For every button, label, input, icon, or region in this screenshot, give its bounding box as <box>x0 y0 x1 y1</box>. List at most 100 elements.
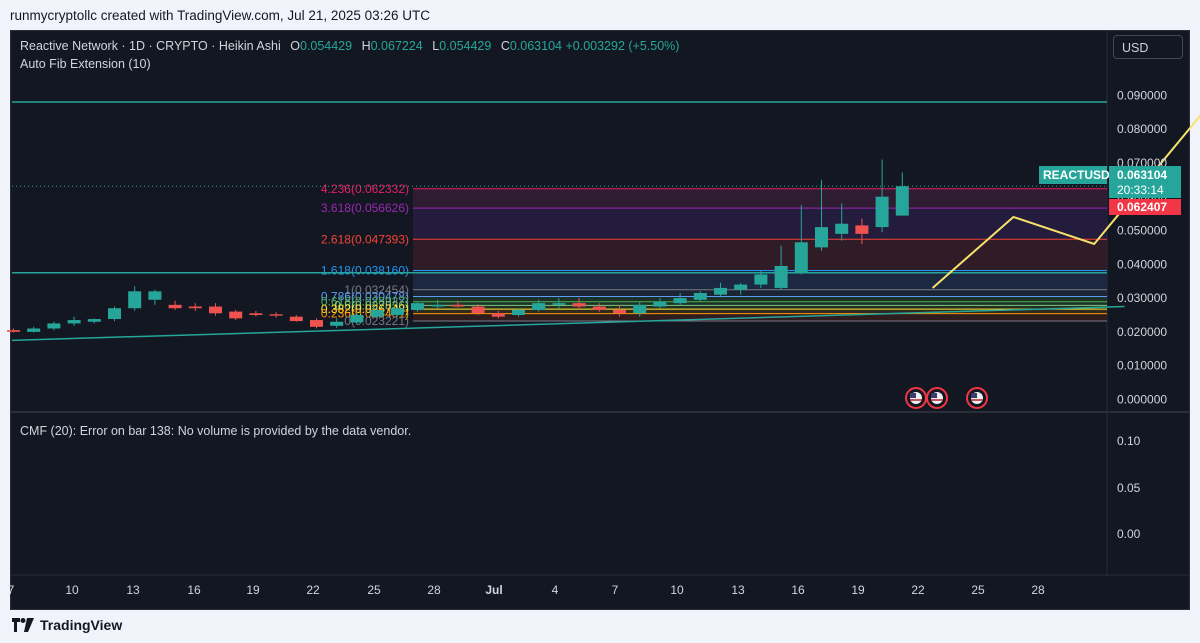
currency-button[interactable]: USD <box>1113 35 1183 59</box>
candle[interactable] <box>552 298 566 309</box>
us-event-flag-icon[interactable] <box>966 387 988 409</box>
fib-zone <box>413 309 1107 314</box>
candle-body <box>774 265 788 288</box>
candle[interactable] <box>613 304 626 317</box>
candle-body <box>451 304 465 307</box>
trend-line[interactable] <box>11 305 1125 342</box>
candle[interactable] <box>512 308 525 317</box>
fib-level-label: 3.618(0.056626) <box>321 201 409 215</box>
fib-level-label: 2.618(0.047393) <box>321 232 409 246</box>
y-tick-label: 0.010000 <box>1117 359 1167 373</box>
x-tick-label: 19 <box>246 583 260 597</box>
candle[interactable] <box>269 312 283 318</box>
symbol-tag-text: REACTUSD <box>1043 168 1110 182</box>
fib-level-label: 0.618(0.028927) <box>321 295 409 309</box>
candle[interactable] <box>754 271 768 288</box>
candle[interactable] <box>774 245 788 290</box>
last-price-bg <box>1109 166 1181 198</box>
candle[interactable] <box>67 316 81 326</box>
candle-body <box>390 308 404 315</box>
candle-body <box>148 291 162 300</box>
high-label: H <box>361 39 371 53</box>
indicator-legend[interactable]: Auto Fib Extension (10) <box>20 57 151 71</box>
cmf-tick-label: 0.00 <box>1117 527 1141 541</box>
candle[interactable] <box>714 282 727 298</box>
fib-zone <box>413 188 1107 209</box>
candle[interactable] <box>835 203 849 241</box>
candle[interactable] <box>673 293 687 306</box>
candle[interactable] <box>693 291 707 302</box>
candle[interactable] <box>855 218 869 244</box>
fib-level-label: 0.786(0.030478) <box>321 289 409 303</box>
candle-body <box>895 186 909 216</box>
y-tick-label: 0.030000 <box>1117 291 1167 305</box>
candle[interactable] <box>188 303 202 311</box>
candle[interactable] <box>47 321 61 331</box>
candle-body <box>370 309 384 317</box>
candle[interactable] <box>532 299 546 312</box>
candle[interactable] <box>451 300 465 308</box>
candle[interactable] <box>350 313 364 325</box>
candle[interactable] <box>27 326 41 333</box>
x-tick-label: 25 <box>971 583 985 597</box>
candle[interactable] <box>572 298 586 310</box>
candle[interactable] <box>491 310 505 319</box>
candle-body <box>491 313 505 317</box>
us-event-flag-icon[interactable] <box>905 387 927 409</box>
candle[interactable] <box>734 282 748 295</box>
candle[interactable] <box>431 299 445 309</box>
candle[interactable] <box>128 286 142 311</box>
last-price-text: 0.063104 <box>1117 168 1167 182</box>
candle[interactable] <box>148 289 162 305</box>
fib-zone <box>413 296 1107 302</box>
x-tick-label: Jul <box>485 583 502 597</box>
x-tick-label: 22 <box>911 583 925 597</box>
zigzag-projection[interactable] <box>931 85 1200 289</box>
fib-level-label: 0.5(0.027836) <box>334 298 409 312</box>
cmf-tick-label: 0.10 <box>1117 434 1141 448</box>
candle-body <box>269 314 283 316</box>
x-tick-label: 19 <box>851 583 865 597</box>
candle[interactable] <box>370 308 384 319</box>
candle[interactable] <box>108 306 121 322</box>
us-event-flag-icon[interactable] <box>926 387 948 409</box>
candle[interactable] <box>289 314 303 322</box>
symbol-legend: Reactive Network · 1D · CRYPTO · Heikin … <box>20 39 679 53</box>
candle[interactable] <box>209 303 222 316</box>
candle[interactable] <box>330 318 344 328</box>
candle-body <box>249 313 263 315</box>
candle[interactable] <box>633 301 647 317</box>
candle[interactable] <box>411 301 424 312</box>
symbol-tag-bg <box>1039 166 1107 184</box>
x-tick-label: 22 <box>306 583 320 597</box>
attribution-text: runmycryptollc created with TradingView.… <box>10 8 430 23</box>
candle[interactable] <box>168 300 182 310</box>
candle[interactable] <box>592 303 606 312</box>
candle[interactable] <box>310 318 323 329</box>
candle[interactable] <box>390 307 404 317</box>
candle[interactable] <box>249 310 263 317</box>
candle[interactable] <box>653 298 667 309</box>
cmf-indicator-legend[interactable]: CMF (20): Error on bar 138: No volume is… <box>20 424 412 438</box>
flag-canton <box>931 393 937 398</box>
candle-body <box>330 321 344 326</box>
candle-body <box>188 306 202 309</box>
candle[interactable] <box>7 328 20 333</box>
attribution-bar: runmycryptollc created with TradingView.… <box>0 0 1200 30</box>
symbol-title[interactable]: Reactive Network · 1D · CRYPTO · Heikin … <box>20 39 281 53</box>
candle-body <box>633 304 647 314</box>
candle[interactable] <box>875 159 889 233</box>
y-tick-label: 0.050000 <box>1117 223 1167 237</box>
candle[interactable] <box>794 205 808 275</box>
candle[interactable] <box>471 304 485 315</box>
candle[interactable] <box>87 318 101 324</box>
candle-body <box>734 284 748 290</box>
tradingview-logo[interactable]: TradingView <box>12 617 122 633</box>
close-value: 0.063104 <box>509 39 562 53</box>
candle[interactable] <box>895 172 909 216</box>
candle[interactable] <box>815 179 828 251</box>
candle[interactable] <box>229 309 243 321</box>
x-tick-label: 16 <box>187 583 201 597</box>
